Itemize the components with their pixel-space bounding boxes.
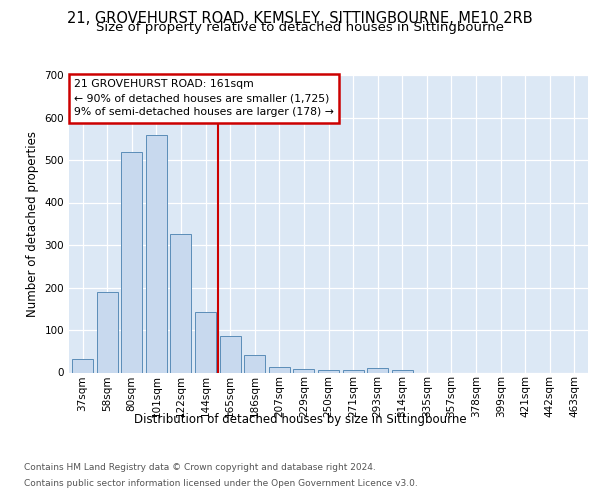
Text: Distribution of detached houses by size in Sittingbourne: Distribution of detached houses by size … [134,412,466,426]
Bar [97,292,118,372]
Text: 21 GROVEHURST ROAD: 161sqm
← 90% of detached houses are smaller (1,725)
9% of se: 21 GROVEHURST ROAD: 161sqm ← 90% of deta… [74,80,334,118]
Bar [343,370,364,372]
Text: Contains public sector information licensed under the Open Government Licence v3: Contains public sector information licen… [24,478,418,488]
Bar [121,152,142,372]
Bar [392,370,413,372]
Bar [72,359,93,372]
Y-axis label: Number of detached properties: Number of detached properties [26,130,39,317]
Bar [220,336,241,372]
Bar [367,368,388,372]
Bar [146,134,167,372]
Bar [170,234,191,372]
Bar [244,354,265,372]
Bar [269,366,290,372]
Bar [195,312,216,372]
Text: Size of property relative to detached houses in Sittingbourne: Size of property relative to detached ho… [96,22,504,35]
Text: 21, GROVEHURST ROAD, KEMSLEY, SITTINGBOURNE, ME10 2RB: 21, GROVEHURST ROAD, KEMSLEY, SITTINGBOU… [67,11,533,26]
Bar [318,370,339,372]
Text: Contains HM Land Registry data © Crown copyright and database right 2024.: Contains HM Land Registry data © Crown c… [24,464,376,472]
Bar [293,369,314,372]
